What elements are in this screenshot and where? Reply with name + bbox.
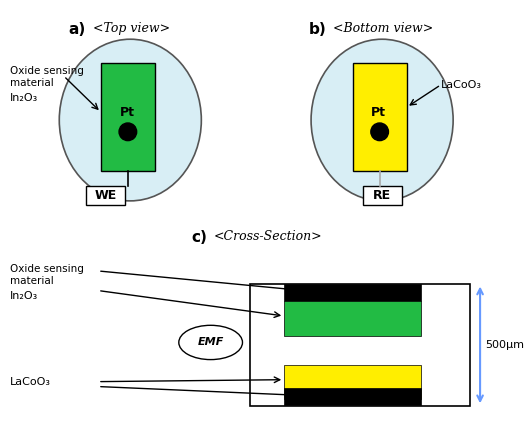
- Ellipse shape: [59, 39, 201, 201]
- Bar: [284, 365, 421, 399]
- Ellipse shape: [311, 39, 453, 201]
- Ellipse shape: [179, 325, 243, 360]
- Text: Oxide sensing: Oxide sensing: [10, 66, 84, 76]
- Bar: [284, 388, 421, 405]
- Circle shape: [119, 123, 137, 141]
- Text: a): a): [68, 22, 86, 37]
- FancyBboxPatch shape: [363, 186, 402, 205]
- Text: Oxide sensing: Oxide sensing: [10, 264, 84, 274]
- Text: LaCoO₃: LaCoO₃: [441, 80, 482, 90]
- Text: c): c): [191, 230, 207, 245]
- Text: In₂O₃: In₂O₃: [10, 291, 38, 301]
- Text: 500μm: 500μm: [485, 340, 524, 350]
- Text: material: material: [10, 78, 54, 88]
- Bar: [250, 284, 470, 406]
- Text: RE: RE: [373, 189, 391, 202]
- Text: LaCoO₃: LaCoO₃: [10, 377, 51, 387]
- Text: <Cross-Section>: <Cross-Section>: [214, 230, 322, 243]
- Text: <Top view>: <Top view>: [93, 22, 170, 35]
- Text: <Bottom view>: <Bottom view>: [333, 22, 434, 35]
- Circle shape: [371, 123, 388, 141]
- Text: b): b): [308, 22, 326, 37]
- Text: In₂O₃: In₂O₃: [10, 92, 38, 102]
- Text: WE: WE: [95, 189, 117, 202]
- Bar: [284, 301, 421, 336]
- Text: Pt: Pt: [119, 106, 135, 119]
- Bar: [284, 284, 421, 301]
- Bar: [101, 63, 155, 171]
- Text: material: material: [10, 276, 54, 286]
- FancyBboxPatch shape: [86, 186, 126, 205]
- Bar: [353, 63, 407, 171]
- Text: Pt: Pt: [371, 106, 386, 119]
- Text: EMF: EMF: [198, 337, 224, 347]
